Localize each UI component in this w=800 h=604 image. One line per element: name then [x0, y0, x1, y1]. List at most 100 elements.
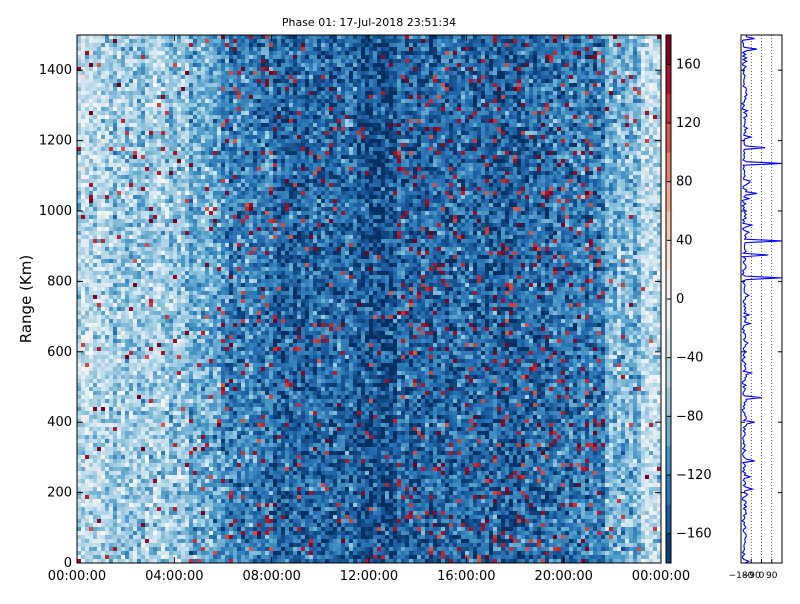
heatmap-cell	[201, 195, 206, 200]
heatmap-cell	[133, 207, 138, 212]
heatmap-cell	[77, 315, 82, 320]
heatmap-cell	[193, 287, 198, 292]
heatmap-cell	[97, 491, 102, 496]
heatmap-cell	[145, 459, 150, 464]
heatmap-cell	[137, 507, 142, 512]
heatmap-cell	[197, 71, 202, 76]
heatmap-cell	[129, 463, 134, 468]
heatmap-cell	[149, 415, 154, 420]
heatmap-cell	[181, 95, 186, 100]
heatmap-cell	[169, 115, 174, 120]
heatmap-cell	[129, 315, 134, 320]
heatmap-cell	[89, 207, 94, 212]
heatmap-cell	[161, 355, 166, 360]
heatmap-cell	[213, 507, 218, 512]
heatmap-cell	[85, 443, 90, 448]
heatmap-cell	[177, 115, 182, 120]
heatmap-cell	[101, 167, 106, 172]
heatmap-cell	[93, 271, 98, 276]
heatmap-cell	[145, 427, 150, 432]
heatmap-cell	[181, 215, 186, 220]
heatmap-cell	[125, 239, 130, 244]
heatmap-cell	[225, 223, 230, 228]
heatmap-cell	[85, 519, 90, 524]
heatmap-cell	[141, 139, 146, 144]
heatmap-cell	[169, 199, 174, 204]
heatmap-cell	[169, 55, 174, 60]
heatmap-cell	[189, 95, 194, 100]
heatmap-cell	[209, 143, 214, 148]
heatmap-cell	[177, 171, 182, 176]
heatmap-cell	[213, 175, 218, 180]
heatmap-cell	[77, 495, 82, 500]
heatmap-cell	[137, 207, 142, 212]
heatmap-cell	[85, 91, 90, 96]
heatmap-cell	[225, 427, 230, 432]
heatmap-cell	[177, 463, 182, 468]
heatmap-cell	[165, 131, 170, 136]
heatmap-cell	[125, 71, 130, 76]
heatmap-cell	[101, 123, 106, 128]
heatmap-cell	[197, 59, 202, 64]
heatmap-cell	[105, 499, 110, 504]
heatmap-cell	[197, 403, 202, 408]
heatmap-cell	[205, 391, 210, 396]
heatmap-cell	[117, 331, 122, 336]
heatmap-cell	[125, 131, 130, 136]
heatmap-cell	[117, 419, 122, 424]
heatmap-cell	[133, 499, 138, 504]
heatmap-cell	[209, 399, 214, 404]
heatmap-cell	[173, 227, 178, 232]
heatmap-cell	[109, 467, 114, 472]
heatmap-cell	[157, 331, 162, 336]
heatmap-cell	[141, 211, 146, 216]
heatmap-cell	[217, 483, 222, 488]
heatmap-cell	[101, 159, 106, 164]
heatmap-cell	[93, 167, 98, 172]
heatmap-cell	[201, 151, 206, 156]
heatmap-cell	[197, 155, 202, 160]
heatmap-cell	[189, 87, 194, 92]
heatmap-cell	[125, 451, 130, 456]
heatmap-cell	[117, 247, 122, 252]
heatmap-cell	[85, 195, 90, 200]
heatmap-cell	[197, 363, 202, 368]
heatmap-cell	[97, 143, 102, 148]
heatmap-cell	[209, 67, 214, 72]
heatmap-cell	[165, 183, 170, 188]
heatmap-cell	[169, 83, 174, 88]
heatmap-cell	[129, 183, 134, 188]
heatmap-cell	[97, 443, 102, 448]
heatmap-cell	[181, 67, 186, 72]
heatmap-cell	[217, 359, 222, 364]
heatmap-cell	[133, 275, 138, 280]
heatmap-cell	[217, 547, 222, 552]
heatmap-cell	[205, 111, 210, 116]
heatmap-cell	[177, 311, 182, 316]
heatmap-cell	[141, 279, 146, 284]
heatmap-cell	[173, 403, 178, 408]
heatmap-cell	[85, 243, 90, 248]
heatmap-cell	[81, 47, 86, 52]
heatmap-cell	[97, 507, 102, 512]
heatmap-cell	[105, 115, 110, 120]
heatmap-cell	[101, 263, 106, 268]
heatmap-cell	[209, 51, 214, 56]
heatmap-cell	[149, 59, 154, 64]
heatmap-cell	[221, 391, 226, 396]
heatmap-cell	[141, 175, 146, 180]
heatmap-cell	[225, 451, 230, 456]
heatmap-cell	[137, 271, 142, 276]
heatmap-cell	[177, 167, 182, 172]
heatmap-cell	[185, 507, 190, 512]
heatmap-cell	[217, 251, 222, 256]
heatmap-cell	[217, 323, 222, 328]
heatmap-cell	[169, 207, 174, 212]
heatmap-cell	[205, 447, 210, 452]
heatmap-cell	[189, 203, 194, 208]
heatmap-cell	[217, 235, 222, 240]
heatmap-cell	[161, 167, 166, 172]
heatmap-cell	[205, 299, 210, 304]
heatmap-cell	[133, 283, 138, 288]
